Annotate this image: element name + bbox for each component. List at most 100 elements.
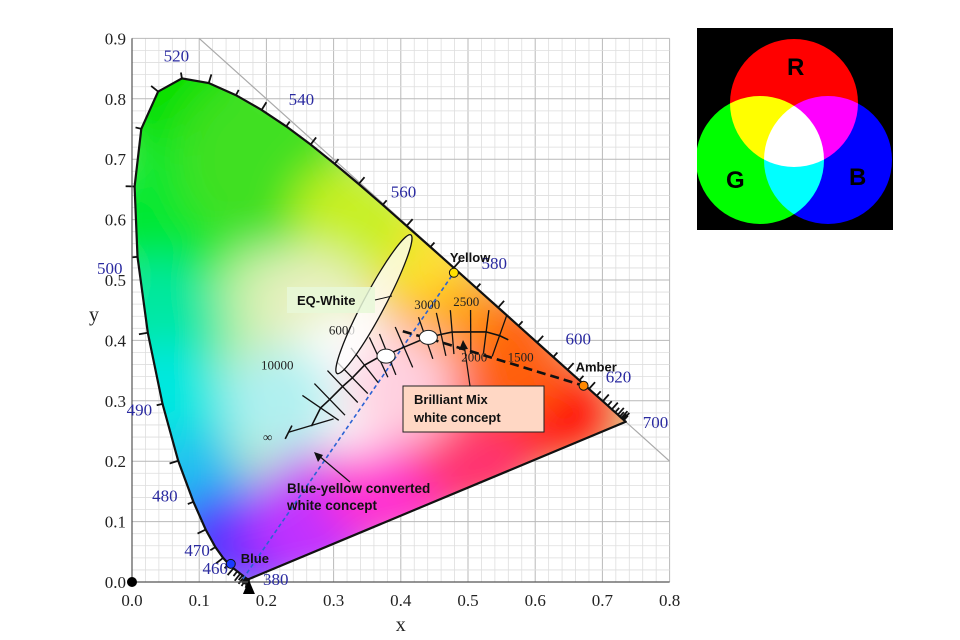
isotemperature-line [394,326,414,368]
planckian-locus [310,331,509,427]
wavelength-tick [235,89,240,96]
wavelength-tick [475,283,482,289]
cct-label: 1500 [508,350,534,365]
wavelength-tick [536,335,544,344]
cct-label: 3000 [414,297,440,312]
wavelength-tick [233,573,241,582]
wavelength-tick [566,362,575,371]
white-points [376,329,438,364]
isotemperature-line [326,370,359,403]
wavelength-tick [197,528,207,535]
x-tick-label: 0.7 [592,591,614,610]
wavelength-tick [226,567,235,576]
isotemperature-line [313,383,346,416]
brilliant-mix-arrow [463,343,471,387]
y-tick-label: 0.3 [105,392,126,411]
wavelength-tick [209,546,216,551]
wavelength-tick [150,85,159,93]
white-point [376,348,396,364]
wavelength-tick [578,375,585,381]
wavelength-label: 540 [289,90,315,109]
point-yellow [448,267,459,278]
x-tick-label: 0.1 [189,591,210,610]
x-tick-label: 0.8 [659,591,680,610]
isotemperature-line [284,425,293,440]
cct-label: 2500 [453,294,479,309]
wavelength-label: 580 [481,254,507,273]
wavelength-tick [619,411,625,418]
isotemperature-line [491,314,508,357]
wavelength-tick [333,158,340,165]
y-tick-label: 0.4 [105,331,127,350]
wavelength-tick [552,351,559,358]
wavelength-label: 500 [97,259,123,278]
fill-spot [224,345,335,456]
wavelength-label: 380 [263,570,289,589]
wavelength-tick [285,120,291,127]
color-points: Blue Yellow Amber [225,250,617,569]
y-tick-label: 0.6 [105,211,126,230]
wavelength-label: 480 [152,487,178,506]
wavelength-tick [357,176,366,185]
wavelength-label: 600 [565,330,591,349]
cct-label: ∞ [263,429,272,444]
y-tick-label: 0.5 [105,271,126,290]
brilliant-mix-box [402,385,545,433]
y-tick-label: 0.0 [105,573,126,592]
wavelength-tick [517,320,524,327]
wavelength-tick [138,331,148,336]
y-tick-label: 0.1 [105,513,126,532]
y-tick-label: 0.8 [105,90,126,109]
origin-dot [127,577,137,587]
x-tick-label: 0.6 [525,591,546,610]
blue-yellow-arrow [317,454,351,483]
wavelength-tick [588,381,596,390]
isotemperature-line [482,310,490,354]
wavelength-tick [453,260,461,269]
wavelength-label: 520 [164,46,190,65]
eq-white-pointer [374,295,393,301]
wavelength-tick [309,136,317,146]
x-tick-label: 0.0 [121,591,142,610]
wavelength-label: 460 [203,559,229,578]
y-tick-label: 0.2 [105,452,126,471]
axes: 0.0 0.1 0.2 0.3 0.4 0.5 0.6 0.7 0.8 0.0 0.1 0.2 0.3 0… [89,29,680,636]
point-blue [225,558,236,569]
wavelength-label: 470 [184,541,210,560]
wavelength-tick [617,407,625,416]
green-label: G [726,167,745,194]
point-label-blue: Blue [241,551,269,566]
x-tick-label: 0.3 [323,591,344,610]
eq-white-label: EQ-White [297,293,356,308]
wavelength-tick [238,574,244,581]
wavelength-label: 700 [643,413,669,432]
wavelength-tick [405,218,414,227]
wavelength-tick [623,415,629,421]
blue-yellow-label-2: white concept [286,498,378,513]
brilliant-mix-label-1: Brilliant Mix [414,392,488,407]
wavelength-tick [207,74,213,84]
wavelength-tick [611,402,619,410]
wavelength-tick [621,413,628,420]
wavelength-tick [180,72,183,79]
cie-chromaticity-chart: 0.0 0.1 0.2 0.3 0.4 0.5 0.6 0.7 0.8 0.0 0.1 0.2 0.3 0… [89,29,680,636]
brilliant-mix-arrowhead [459,340,468,350]
isotemperature-line [302,394,340,421]
blue-yellow-label-1: Blue-yellow converted [287,481,430,496]
point-label-amber: Amber [576,360,617,375]
blue-circle [764,96,892,224]
wavelength-tick [169,459,179,465]
y-tick-label: 0.7 [105,150,127,169]
wavelength-tick [620,410,629,419]
wavelength-tick [156,402,163,407]
point-amber [578,380,589,391]
wavelength-tick [607,400,613,407]
blue-yellow-line [242,272,455,580]
y-axis-label: y [89,304,99,326]
y-tick-label: 0.9 [105,29,126,48]
blue-yellow-arrowhead [314,452,323,462]
wavelength-label: 490 [127,400,152,419]
wavelength-label: 620 [606,368,632,387]
brilliant-mix-label-2: white concept [413,410,501,425]
